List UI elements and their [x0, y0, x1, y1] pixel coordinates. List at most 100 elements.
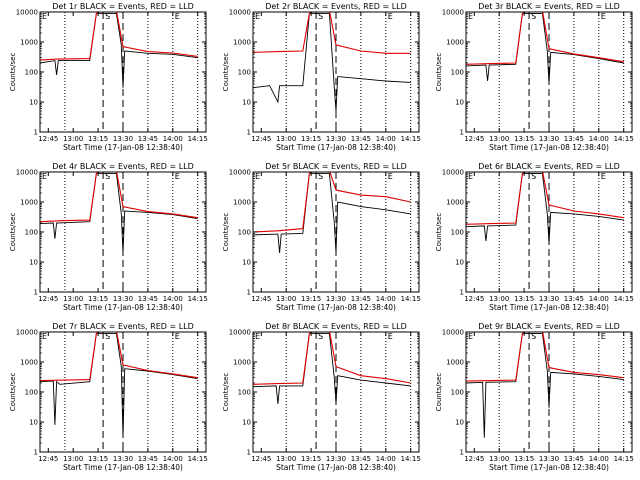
x-tick-label: 13:45 — [351, 135, 371, 143]
x-tick-label: 12:45 — [251, 295, 271, 303]
y-axis-label: Counts/sec — [9, 53, 17, 92]
y-tick-label: 100 — [238, 229, 251, 237]
x-tick-label: 13:45 — [138, 295, 158, 303]
x-tick-label: 12:45 — [38, 295, 58, 303]
marker-label: S — [318, 172, 323, 181]
marker-label: E — [255, 172, 260, 181]
marker-label: E — [388, 172, 393, 181]
x-tick-label: 14:15 — [401, 295, 421, 303]
x-tick-label: 13:00 — [276, 135, 296, 143]
marker-label: E — [42, 12, 47, 21]
panel-det-1: E S E 1 10 100 1000 10000 12:45 13:00 13:15 13:30 13… — [9, 2, 208, 152]
lld-series-line — [253, 332, 411, 385]
y-tick-label: 10 — [29, 99, 38, 107]
x-tick-label: 13:45 — [564, 295, 584, 303]
marker-label: E — [601, 12, 606, 21]
y-tick-label: 10000 — [16, 169, 38, 177]
y-tick-label: 100 — [25, 389, 38, 397]
marker-label: E — [468, 332, 473, 341]
y-tick-label: 1 — [34, 289, 38, 297]
events-series-line — [40, 12, 198, 88]
marker-label: S — [531, 12, 536, 21]
x-tick-label: 14:15 — [614, 295, 634, 303]
x-tick-label: 13:00 — [489, 135, 509, 143]
lld-series-line — [466, 172, 624, 225]
x-tick-label: 13:15 — [88, 295, 108, 303]
y-tick-label: 10 — [29, 419, 38, 427]
y-tick-label: 1 — [247, 289, 251, 297]
y-tick-label: 1 — [460, 449, 464, 457]
x-tick-label: 14:15 — [614, 135, 634, 143]
x-tick-label: 12:45 — [38, 135, 58, 143]
y-tick-label: 10000 — [442, 9, 464, 17]
x-tick-label: 13:45 — [351, 295, 371, 303]
x-tick-label: 13:00 — [489, 455, 509, 463]
y-axis-label: Counts/sec — [222, 373, 230, 412]
marker-label: E — [42, 332, 47, 341]
panel-title: Det 1r BLACK = Events, RED = LLD — [52, 2, 194, 11]
panel-det-2: E S E 1 10 100 1000 10000 12:45 13:00 13:15 13:30 13… — [222, 2, 421, 152]
y-tick-label: 10000 — [442, 169, 464, 177]
x-tick-label: 13:30 — [539, 295, 559, 303]
y-tick-label: 10 — [242, 259, 251, 267]
y-tick-label: 1000 — [233, 39, 251, 47]
marker-label: E — [388, 332, 393, 341]
y-tick-label: 1000 — [20, 39, 38, 47]
marker-label: E — [255, 332, 260, 341]
y-tick-label: 10000 — [229, 169, 251, 177]
x-tick-label: 13:15 — [301, 295, 321, 303]
x-tick-label: 13:00 — [63, 455, 83, 463]
x-axis-label: Start Time (17-Jan-08 12:38:40) — [276, 463, 396, 472]
y-tick-label: 1000 — [233, 359, 251, 367]
x-tick-label: 14:00 — [589, 135, 609, 143]
panel-det-7: E S E 1 10 100 1000 10000 12:45 13:00 13:15 13:30 13… — [9, 322, 208, 472]
x-tick-label: 12:45 — [38, 455, 58, 463]
x-tick-label: 13:30 — [113, 455, 133, 463]
panel-title: Det 9r BLACK = Events, RED = LLD — [478, 322, 620, 331]
x-tick-label: 14:15 — [614, 455, 634, 463]
events-series-line — [253, 172, 411, 254]
panel-title: Det 2r BLACK = Events, RED = LLD — [265, 2, 407, 11]
y-tick-label: 10000 — [16, 329, 38, 337]
y-axis-label: Counts/sec — [435, 373, 443, 412]
x-tick-label: 13:00 — [276, 455, 296, 463]
panel-title: Det 4r BLACK = Events, RED = LLD — [52, 162, 194, 171]
y-tick-label: 10 — [29, 259, 38, 267]
y-tick-label: 1 — [34, 449, 38, 457]
marker-label: S — [105, 172, 110, 181]
x-tick-label: 14:00 — [163, 135, 183, 143]
y-tick-label: 100 — [451, 69, 464, 77]
lld-series-line — [253, 12, 411, 54]
x-tick-label: 14:15 — [188, 135, 208, 143]
lld-series-line — [466, 12, 624, 65]
y-tick-label: 100 — [238, 69, 251, 77]
marker-label: S — [105, 332, 110, 341]
x-tick-label: 13:15 — [514, 135, 534, 143]
marker-label: E — [175, 172, 180, 181]
x-tick-label: 12:45 — [251, 455, 271, 463]
y-tick-label: 10000 — [229, 329, 251, 337]
x-axis-label: Start Time (17-Jan-08 12:38:40) — [63, 303, 183, 312]
x-tick-label: 14:15 — [188, 455, 208, 463]
x-tick-label: 13:15 — [301, 135, 321, 143]
y-tick-label: 10 — [455, 259, 464, 267]
y-axis-label: Counts/sec — [435, 213, 443, 252]
panel-title: Det 5r BLACK = Events, RED = LLD — [265, 162, 407, 171]
x-tick-label: 13:45 — [138, 455, 158, 463]
x-tick-label: 13:15 — [88, 135, 108, 143]
marker-label: E — [42, 172, 47, 181]
x-tick-label: 13:45 — [351, 455, 371, 463]
lld-series-line — [40, 332, 198, 382]
events-series-line — [253, 12, 411, 112]
y-tick-label: 100 — [25, 229, 38, 237]
y-axis-label: Counts/sec — [9, 213, 17, 252]
y-tick-label: 10 — [455, 99, 464, 107]
panel-title: Det 6r BLACK = Events, RED = LLD — [478, 162, 620, 171]
x-axis-label: Start Time (17-Jan-08 12:38:40) — [489, 143, 609, 152]
y-tick-label: 1 — [247, 129, 251, 137]
panel-det-3: E S E 1 10 100 1000 10000 12:45 13:00 13:15 13:30 13… — [435, 2, 634, 152]
x-tick-label: 14:00 — [376, 295, 396, 303]
x-axis-label: Start Time (17-Jan-08 12:38:40) — [276, 303, 396, 312]
y-tick-label: 1 — [460, 129, 464, 137]
